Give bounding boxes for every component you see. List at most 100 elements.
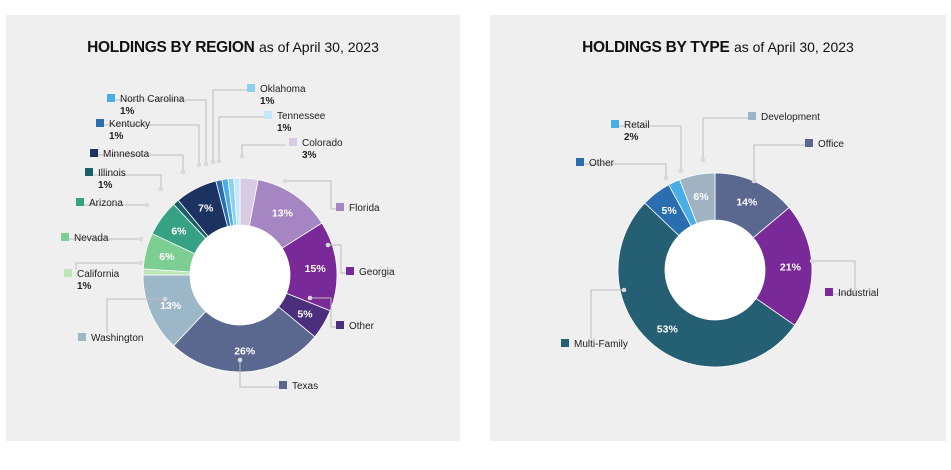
region-slice-value-florida: 13%: [272, 208, 294, 220]
type-legend-swatch-industrial: [825, 288, 833, 296]
region-legend-label-washington: Washington: [91, 333, 143, 344]
region-slice-value-other: 5%: [297, 308, 313, 320]
region-leader-illinois: [92, 174, 162, 189]
region-legend-value-illinois: 1%: [98, 180, 113, 191]
region-legend-label-oklahoma: Oklahoma: [260, 84, 306, 95]
region-labels: 13% 15% 5% 26% 13% 6% 6% 7%: [159, 203, 326, 358]
type-slice-value-other: 5%: [662, 205, 678, 217]
holdings-by-region-panel: HOLDINGS BY REGION as of April 30, 2023 …: [6, 15, 460, 441]
region-slice-value-arizona: 6%: [171, 226, 187, 238]
region-legend-swatch-tennessee: [264, 111, 272, 119]
region-legend-label-california: California: [77, 269, 120, 280]
region-slice-value-georgia: 15%: [305, 263, 327, 275]
region-leader-dot-illinois: [158, 186, 164, 192]
type-leader-retail: [618, 125, 682, 171]
region-leader-texas: [239, 360, 279, 388]
region-leader-other: [310, 297, 336, 328]
region-legend-swatch-colorado: [289, 138, 297, 146]
region-leader-dot-kentucky: [196, 162, 202, 168]
region-leader-colorado: [241, 144, 285, 156]
holdings-by-type-panel: HOLDINGS BY TYPE as of April 30, 2023 14…: [490, 15, 946, 441]
region-leader-dot-florida: [282, 178, 288, 184]
type-legend-swatch-development: [748, 112, 756, 120]
region-legend-swatch-oklahoma: [247, 84, 255, 92]
region-legend-swatch-other: [336, 321, 344, 329]
region-title-bold: HOLDINGS BY REGION: [87, 39, 255, 56]
region-legend-swatch-texas: [279, 381, 287, 389]
region-leader-washington: [106, 298, 165, 333]
type-slice-value-development: 6%: [693, 191, 709, 203]
type-legend-swatch-retail: [611, 120, 619, 128]
region-leader-georgia: [328, 244, 346, 274]
type-title-date: as of April 30, 2023: [733, 39, 854, 55]
region-leaders: [67, 89, 346, 388]
region-leader-dot-washington: [162, 296, 168, 302]
region-legend-label-kentucky: Kentucky: [109, 119, 150, 130]
region-legend-label-illinois: Illinois: [98, 168, 126, 179]
type-leader-dot-office: [751, 178, 757, 184]
region-slice-value-texas: 26%: [234, 345, 256, 357]
type-legend: OfficeIndustrialMulti-FamilyOtherRetail2…: [561, 112, 879, 350]
type-labels: 14% 21% 53% 5% 6%: [657, 191, 802, 336]
region-chart-title: HOLDINGS BY REGION as of April 30, 2023: [6, 39, 460, 57]
type-leader-dot-other: [663, 175, 669, 181]
type-slices: [617, 172, 813, 368]
region-leader-california: [75, 262, 141, 269]
region-leader-dot-other: [307, 295, 313, 301]
type-leader-office: [753, 144, 805, 181]
region-legend-swatch-north-carolina: [107, 94, 115, 102]
region-legend-value-oklahoma: 1%: [260, 96, 275, 107]
type-leader-dot-retail: [678, 168, 684, 174]
region-leader-oklahoma: [212, 89, 247, 162]
type-legend-label-multi-family: Multi-Family: [574, 339, 628, 350]
region-leader-dot-minnesota: [180, 169, 186, 175]
region-legend-value-kentucky: 1%: [109, 131, 124, 142]
region-legend-label-georgia: Georgia: [359, 267, 395, 278]
region-legend-label-tennessee: Tennessee: [277, 111, 326, 122]
region-legend-value-tennessee: 1%: [277, 123, 292, 134]
region-legend-label-nevada: Nevada: [74, 233, 109, 244]
region-legend-swatch-florida: [336, 203, 344, 211]
region-slice-value-washington: 13%: [160, 300, 182, 312]
type-leader-industrial: [812, 260, 856, 295]
type-leader-multi-family: [590, 289, 624, 339]
type-legend-label-industrial: Industrial: [838, 288, 879, 299]
type-slice-value-office: 14%: [736, 197, 758, 209]
region-legend-value-california: 1%: [77, 281, 92, 292]
region-leader-dot-georgia: [325, 242, 331, 248]
region-leader-tennessee: [218, 116, 264, 161]
region-slices: [142, 177, 338, 373]
region-donut-hole: [190, 225, 290, 325]
region-leader-dot-colorado: [239, 153, 245, 159]
type-legend-label-other: Other: [589, 158, 615, 169]
region-legend-swatch-illinois: [85, 168, 93, 176]
region-leader-kentucky: [103, 124, 200, 165]
type-slice-value-industrial: 21%: [780, 261, 802, 273]
region-legend-swatch-minnesota: [90, 149, 98, 157]
region-legend-label-other: Other: [349, 321, 375, 332]
region-legend-label-arizona: Arizona: [89, 198, 123, 209]
region-legend-value-north-carolina: 1%: [120, 106, 135, 117]
type-title-bold: HOLDINGS BY TYPE: [582, 39, 730, 56]
region-legend-swatch-washington: [78, 333, 86, 341]
region-legend-label-texas: Texas: [292, 381, 318, 392]
region-legend-swatch-california: [64, 269, 72, 277]
type-leader-other: [583, 163, 667, 178]
region-slice-value-nevada: 6%: [159, 251, 175, 263]
region-leader-minnesota: [98, 154, 184, 172]
region-legend-swatch-kentucky: [96, 119, 104, 127]
type-leader-dot-development: [700, 157, 706, 163]
region-legend-label-north-carolina: North Carolina: [120, 94, 185, 105]
type-legend-swatch-multi-family: [561, 339, 569, 347]
region-leader-florida: [285, 180, 336, 210]
type-legend-value-retail: 2%: [624, 132, 639, 143]
type-donut-hole: [665, 220, 765, 320]
type-leader-dot-industrial: [809, 258, 815, 264]
region-leader-dot-oklahoma: [210, 159, 216, 165]
region-legend-swatch-arizona: [76, 198, 84, 206]
region-leader-north-carolina: [114, 99, 207, 164]
type-leader-development: [702, 117, 748, 160]
region-legend-label-minnesota: Minnesota: [103, 149, 150, 160]
